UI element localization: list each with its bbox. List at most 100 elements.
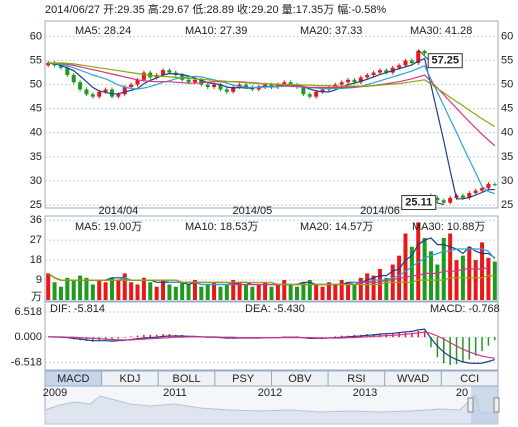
volume-bar bbox=[288, 284, 293, 300]
candle-body bbox=[422, 50, 427, 54]
volume-bar bbox=[78, 275, 83, 300]
volume-bar bbox=[218, 286, 223, 300]
volume-bar bbox=[173, 286, 178, 300]
y-tick-label: 35 bbox=[30, 151, 42, 163]
volume-bar bbox=[295, 286, 300, 300]
candle-body bbox=[314, 91, 319, 97]
volume-bar bbox=[492, 261, 497, 300]
tab-label[interactable]: WVAD bbox=[397, 373, 429, 385]
navigator-label: 2011 bbox=[163, 387, 187, 399]
navigator-handle[interactable] bbox=[493, 397, 500, 413]
volume-bar bbox=[307, 280, 312, 300]
y-tick-label: 25 bbox=[30, 199, 42, 211]
candle-body bbox=[307, 94, 312, 97]
y-tick-label: 9 bbox=[36, 274, 42, 286]
y-tick-label: 18 bbox=[30, 254, 42, 266]
candle-body bbox=[275, 84, 280, 88]
candle-body bbox=[486, 183, 491, 189]
candle-body bbox=[480, 188, 485, 191]
candle-body bbox=[409, 60, 414, 63]
volume-unit: 万 bbox=[31, 291, 42, 303]
volume-bar bbox=[454, 260, 459, 300]
min-label-box bbox=[401, 195, 437, 211]
candle-body bbox=[339, 82, 344, 85]
volume-bar bbox=[65, 277, 70, 300]
candle-body bbox=[301, 87, 306, 95]
candle-body bbox=[288, 82, 293, 85]
legend-entry: MA20: 37.33 bbox=[300, 25, 362, 37]
tab-label[interactable]: RSI bbox=[347, 373, 365, 385]
y-tick-label: 40 bbox=[30, 127, 42, 139]
volume-bar bbox=[186, 284, 191, 300]
legend-entry: MA30: 10.88万 bbox=[412, 221, 485, 233]
volume-bar bbox=[384, 277, 389, 300]
navigator-label: 2013 bbox=[353, 387, 377, 399]
max-pointer bbox=[417, 49, 429, 61]
min-label: 25.11 bbox=[405, 196, 432, 208]
header: 2014/06/27 开:29.35 高:29.67 低:28.89 收:29.… bbox=[45, 2, 386, 16]
tab[interactable] bbox=[440, 370, 499, 387]
line bbox=[48, 331, 495, 359]
volume-bar bbox=[58, 286, 63, 300]
tab-label[interactable]: KDJ bbox=[120, 373, 141, 385]
legend-entry: MA20: 14.57万 bbox=[300, 221, 373, 233]
candle-body bbox=[212, 84, 217, 88]
y-tick-label-right: 25 bbox=[501, 199, 513, 211]
candle-body bbox=[320, 89, 325, 92]
volume-bar bbox=[409, 246, 414, 300]
candle-body bbox=[384, 70, 389, 73]
volume-bar bbox=[129, 282, 134, 300]
candle-body bbox=[352, 79, 357, 83]
candle-body bbox=[135, 79, 140, 85]
volume-bar bbox=[473, 260, 478, 300]
y-tick-label: 0.000 bbox=[14, 331, 42, 343]
candle-body bbox=[109, 89, 114, 97]
y-tick-label-right: 30 bbox=[501, 175, 513, 187]
volume-bar bbox=[416, 222, 421, 300]
volume-bar bbox=[243, 284, 248, 300]
volume-bar bbox=[250, 286, 255, 300]
candle-body bbox=[205, 84, 210, 88]
legend-entry: MA10: 18.53万 bbox=[185, 221, 258, 233]
candle-body bbox=[186, 79, 191, 83]
candle-body bbox=[448, 197, 453, 203]
navigator-handle[interactable] bbox=[467, 397, 474, 413]
volume-bar bbox=[237, 282, 242, 300]
volume-bar bbox=[429, 251, 434, 300]
candle-body bbox=[237, 84, 242, 88]
navigator-label: 20 bbox=[456, 387, 468, 399]
candle-body bbox=[161, 70, 166, 75]
candle-body bbox=[397, 65, 402, 68]
line bbox=[47, 272, 495, 286]
x-tick-label: 2014/04 bbox=[98, 205, 138, 217]
legend-entry: MA5: 28.24 bbox=[75, 25, 131, 37]
candle-body bbox=[441, 200, 446, 203]
candle-body bbox=[58, 65, 63, 68]
candle-body bbox=[84, 89, 89, 95]
candle-body bbox=[97, 91, 102, 97]
candle-body bbox=[416, 50, 421, 63]
volume-bar bbox=[435, 264, 440, 300]
tab-label[interactable]: BOLL bbox=[172, 373, 200, 385]
y-tick-label: 27 bbox=[30, 234, 42, 246]
tab-label[interactable]: CCI bbox=[460, 373, 479, 385]
volume-bar bbox=[161, 280, 166, 300]
y-tick-label-right: 55 bbox=[501, 54, 513, 66]
tab-label[interactable]: MACD bbox=[57, 373, 89, 385]
candle-body bbox=[71, 74, 76, 83]
candle-body bbox=[269, 84, 274, 88]
tab-label[interactable]: PSY bbox=[232, 373, 255, 385]
volume-bar bbox=[467, 246, 472, 300]
candle-body bbox=[377, 70, 382, 73]
line bbox=[48, 62, 495, 195]
y-tick-label-right: 35 bbox=[501, 151, 513, 163]
volume-bar bbox=[314, 284, 319, 300]
y-tick-label-right: 60 bbox=[501, 30, 513, 42]
candle-body bbox=[473, 190, 478, 194]
candle-body bbox=[231, 87, 236, 92]
tab-label[interactable]: OBV bbox=[288, 373, 312, 385]
candle-body bbox=[78, 82, 83, 90]
legend-entry: DEA: -5.430 bbox=[245, 303, 305, 315]
candle-body bbox=[371, 72, 376, 75]
